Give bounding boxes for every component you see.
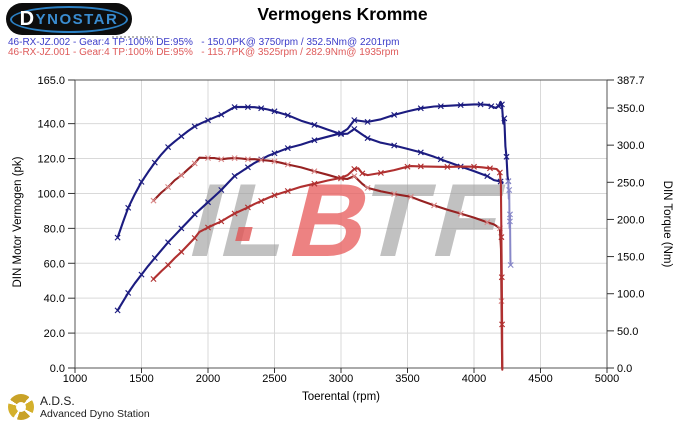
right-tick-label: 387.7 xyxy=(617,75,645,87)
left-tick-label: 40.0 xyxy=(44,293,65,305)
x-tick-label: 3500 xyxy=(395,373,419,385)
x-tick-label: 1500 xyxy=(129,373,153,385)
x-tick-label: 2000 xyxy=(196,373,220,385)
right-tick-label: 100.0 xyxy=(617,289,645,301)
dynostar-logo-rest: YNOSTAR xyxy=(35,10,119,28)
left-tick-label: 20.0 xyxy=(44,328,65,340)
left-tick-label: 80.0 xyxy=(44,223,65,235)
dynostar-logo-letter-d: D xyxy=(19,7,36,30)
x-tick-label: 1000 xyxy=(63,373,87,385)
left-tick-label: 60.0 xyxy=(44,258,65,270)
left-tick-label: 165.0 xyxy=(37,75,65,87)
right-tick-label: 50.0 xyxy=(617,326,638,338)
x-tick-label: 5000 xyxy=(595,373,619,385)
ads-swirl-icon xyxy=(8,394,34,420)
right-tick-label: 0.0 xyxy=(617,363,632,375)
dynostar-logo: D YNOSTAR xyxy=(6,3,132,35)
right-tick-label: 350.0 xyxy=(617,103,645,115)
x-axis-title: Toerental (rpm) xyxy=(302,391,380,403)
legend-run-002: 46-RX-JZ.002 - Gear:4 TP:100% DE:95% - 1… xyxy=(8,37,400,48)
right-tick-label: 250.0 xyxy=(617,177,645,189)
left-tick-label: 100.0 xyxy=(37,188,65,200)
dynostar-logo-oval xyxy=(10,6,128,33)
markers-run-002-power xyxy=(114,101,512,314)
station-name: Advanced Dyno Station xyxy=(40,408,150,420)
left-tick-label: 120.0 xyxy=(37,154,65,166)
dynostar-logo-subtext xyxy=(112,28,158,38)
right-tick-label: 200.0 xyxy=(617,214,645,226)
x-tick-label: 2500 xyxy=(262,373,286,385)
station-abbr: A.D.S. xyxy=(40,394,75,408)
chart-title: Vermogens Kromme xyxy=(257,4,428,24)
x-tick-label: 3000 xyxy=(329,373,353,385)
watermark-accent-square xyxy=(235,227,253,241)
x-tick-label: 4500 xyxy=(528,373,552,385)
left-tick-label: 0.0 xyxy=(50,363,65,375)
right-tick-label: 300.0 xyxy=(617,140,645,152)
right-tick-label: 150.0 xyxy=(617,252,645,264)
left-tick-label: 140.0 xyxy=(37,119,65,131)
legend-run-001: 46-RX-JZ.001 - Gear:4 TP:100% DE:95% - 1… xyxy=(8,47,399,58)
markers-run-002-power-tail xyxy=(505,178,514,268)
x-tick-label: 4000 xyxy=(462,373,486,385)
markers-run-001-power xyxy=(150,163,506,328)
dynostar-logo-text: D YNOSTAR xyxy=(6,3,132,35)
curve-run-002-power-tail xyxy=(507,180,512,266)
